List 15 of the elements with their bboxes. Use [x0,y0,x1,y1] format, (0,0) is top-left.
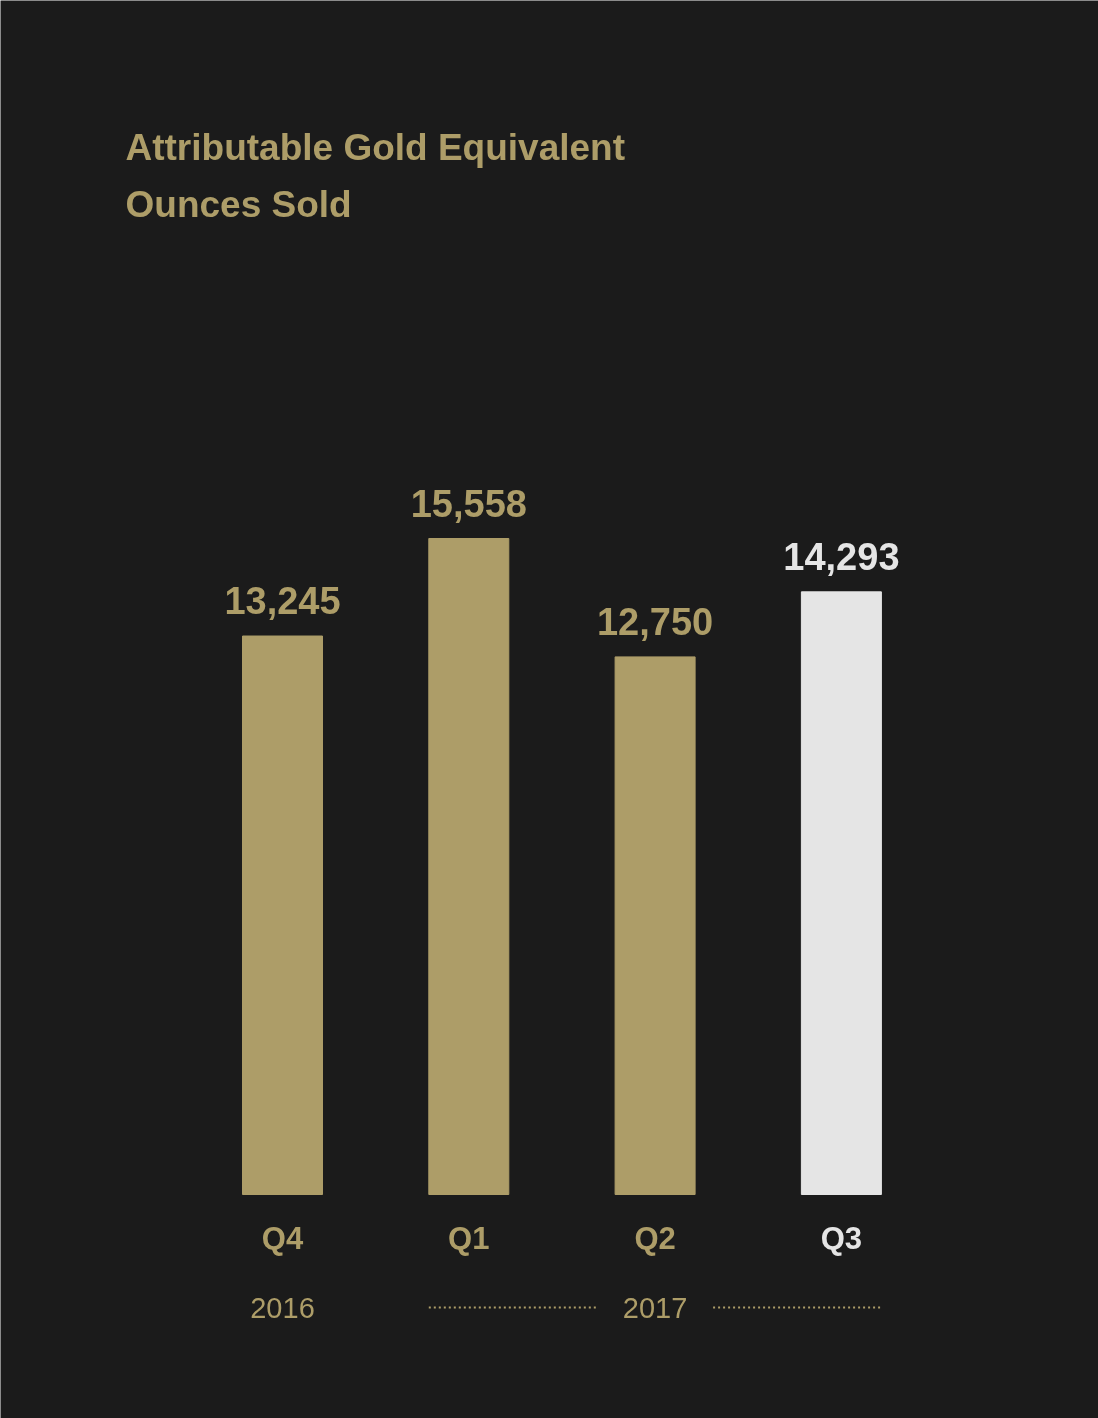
chart-title: Attributable Gold Equivalent Ounces Sold [125,127,626,225]
bar [800,591,882,1195]
bar [428,538,510,1195]
x-tick-label: Q4 [261,1221,304,1256]
x-tick-label: Q2 [634,1221,676,1256]
x-tick-label: Q3 [820,1221,863,1256]
text: 2017 [622,1291,688,1324]
data-label: 13,245 [224,580,341,623]
data-label: 15,558 [410,482,527,525]
bar [614,656,696,1195]
data-label: 12,750 [596,600,714,643]
x-tick-label: Q1 [448,1221,490,1256]
text: 2016 [250,1291,315,1324]
data-label: 14,293 [783,535,900,578]
bar [242,635,323,1195]
